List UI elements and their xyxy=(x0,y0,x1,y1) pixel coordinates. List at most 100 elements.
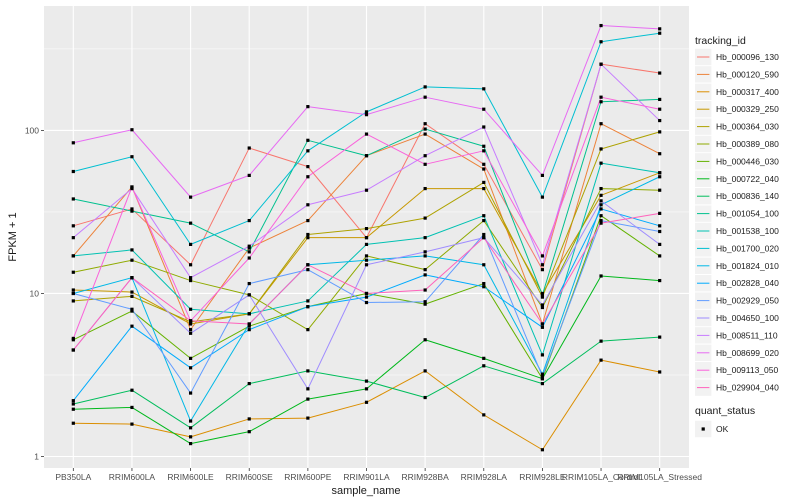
x-tick-label: RRIM600LA xyxy=(109,472,156,482)
data-point-hb-002828-040 xyxy=(130,324,134,328)
y-tick-label: 10 xyxy=(30,288,40,298)
data-point-hb-000722-040 xyxy=(247,430,251,434)
legend-title-quant-status: quant_status xyxy=(695,405,755,417)
data-point-hb-000722-040 xyxy=(423,338,427,342)
data-point-hb-000096-130 xyxy=(188,263,193,267)
data-point-hb-001054-100 xyxy=(130,209,134,213)
data-point-hb-001538-100 xyxy=(188,307,193,311)
data-point-hb-000836-140 xyxy=(364,379,369,383)
data-point-hb-001700-020 xyxy=(306,149,310,153)
legend-item-hb-000329-250: Hb_000329_250 xyxy=(695,101,779,118)
data-point-hb-029904-040 xyxy=(482,236,486,240)
data-point-hb-000389-080 xyxy=(482,218,486,223)
y-tick-label: 100 xyxy=(25,125,39,135)
data-point-hb-009113-050 xyxy=(130,185,134,189)
data-point-hb-008699-020 xyxy=(540,173,545,178)
x-tick-label: RRIM928LE xyxy=(519,472,566,482)
data-point-hb-000722-040 xyxy=(482,356,486,360)
data-point-hb-000364-030 xyxy=(599,147,603,151)
data-point-hb-008699-020 xyxy=(71,141,75,145)
legend-label: Hb_001538_100 xyxy=(716,226,779,236)
x-tick-label: RRIM928BA xyxy=(402,472,450,482)
data-point-hb-000836-140 xyxy=(540,381,545,386)
data-point-hb-000722-040 xyxy=(130,405,134,410)
legend-item-hb-009113-050: Hb_009113_050 xyxy=(695,362,779,379)
data-point-hb-000722-040 xyxy=(658,278,662,283)
legend-label: Hb_000836_140 xyxy=(716,191,779,201)
legend-label: Hb_029904_040 xyxy=(716,383,779,393)
data-point-hb-029904-040 xyxy=(306,263,310,267)
data-point-hb-000317-400 xyxy=(247,417,251,421)
x-tick-label: RRIM600SE xyxy=(226,472,274,482)
legend-label: Hb_000120_590 xyxy=(716,69,779,79)
data-point-hb-009113-050 xyxy=(599,95,603,99)
data-point-hb-009113-050 xyxy=(306,175,310,179)
data-point-hb-000317-400 xyxy=(306,416,310,420)
legend-item-hb-000446-030: Hb_000446_030 xyxy=(695,153,779,170)
legend-item-hb-002929-050: Hb_002929_050 xyxy=(695,292,779,309)
legend-label: Hb_000389_080 xyxy=(716,139,779,149)
data-point-hb-001700-020 xyxy=(599,40,603,44)
data-point-hb-000329-250 xyxy=(130,290,134,294)
data-point-hb-001700-020 xyxy=(364,110,369,114)
data-point-hb-000722-040 xyxy=(540,377,545,381)
data-point-hb-001538-100 xyxy=(130,248,134,252)
data-point-hb-000317-400 xyxy=(188,435,193,439)
data-point-hb-000836-140 xyxy=(482,364,486,368)
data-point-hb-029904-040 xyxy=(423,288,427,292)
data-point-hb-001824-010 xyxy=(540,372,545,376)
legend-label: Hb_002929_050 xyxy=(716,296,779,306)
data-point-hb-009113-050 xyxy=(658,107,662,111)
data-point-hb-002828-040 xyxy=(247,328,251,332)
data-point-hb-001824-010 xyxy=(423,254,427,258)
data-point-hb-000317-400 xyxy=(482,413,486,417)
legend-item-hb-000722-040: Hb_000722_040 xyxy=(695,170,779,187)
data-point-hb-000836-140 xyxy=(247,381,251,386)
data-point-hb-001824-010 xyxy=(658,175,662,179)
legend-item-hb-029904-040: Hb_029904_040 xyxy=(695,379,779,396)
data-point-hb-001700-020 xyxy=(247,218,251,223)
data-point-hb-001054-100 xyxy=(247,250,251,254)
data-point-hb-000364-030 xyxy=(423,216,427,220)
data-point-hb-001538-100 xyxy=(482,214,486,218)
legend-label: Hb_009113_050 xyxy=(716,365,779,375)
legend-item-hb-000836-140: Hb_000836_140 xyxy=(695,188,779,205)
data-point-hb-001054-100 xyxy=(364,154,369,158)
legend-item-quant-status-ok: OK xyxy=(695,420,729,438)
data-point-hb-001054-100 xyxy=(599,100,603,104)
data-point-hb-000389-080 xyxy=(599,186,603,191)
data-point-hb-029904-040 xyxy=(130,276,134,280)
legend-label: Hb_008699_020 xyxy=(716,348,779,358)
data-point-hb-000096-130 xyxy=(540,268,545,272)
data-point-hb-004650-100 xyxy=(188,331,193,335)
data-point-hb-000317-400 xyxy=(130,422,134,426)
data-point-hb-002929-050 xyxy=(423,300,427,304)
data-point-hb-000317-400 xyxy=(540,448,545,452)
data-point-hb-000120-590 xyxy=(599,122,603,126)
legend-item-hb-001824-010: Hb_001824_010 xyxy=(695,257,779,274)
data-point-hb-000317-400 xyxy=(71,421,75,425)
data-point-hb-000836-140 xyxy=(188,426,193,430)
data-point-hb-000329-250 xyxy=(71,288,75,292)
legend-item-hb-000120-590: Hb_000120_590 xyxy=(695,66,779,83)
data-point-hb-000317-400 xyxy=(364,400,369,404)
data-point-hb-000364-030 xyxy=(364,227,369,231)
data-point-hb-000329-250 xyxy=(482,186,486,191)
data-point-hb-004650-100 xyxy=(599,199,603,203)
data-point-hb-002828-040 xyxy=(364,295,369,299)
data-point-hb-000120-590 xyxy=(188,328,193,332)
legend-item-hb-008699-020: Hb_008699_020 xyxy=(695,344,779,361)
data-point-hb-009113-050 xyxy=(364,132,369,136)
data-point-hb-004650-100 xyxy=(540,303,545,307)
legend-label: Hb_001700_020 xyxy=(716,243,779,253)
data-point-hb-000120-590 xyxy=(306,218,310,223)
data-point-hb-000446-030 xyxy=(423,302,427,306)
y-tick-label: 1 xyxy=(34,451,39,461)
data-points xyxy=(71,23,662,452)
data-point-hb-000096-130 xyxy=(658,71,662,75)
x-tick-label: RRIM928LA xyxy=(461,472,508,482)
data-point-hb-008699-020 xyxy=(658,27,662,31)
data-point-hb-002929-050 xyxy=(599,218,603,223)
data-point-hb-000329-250 xyxy=(423,186,427,191)
